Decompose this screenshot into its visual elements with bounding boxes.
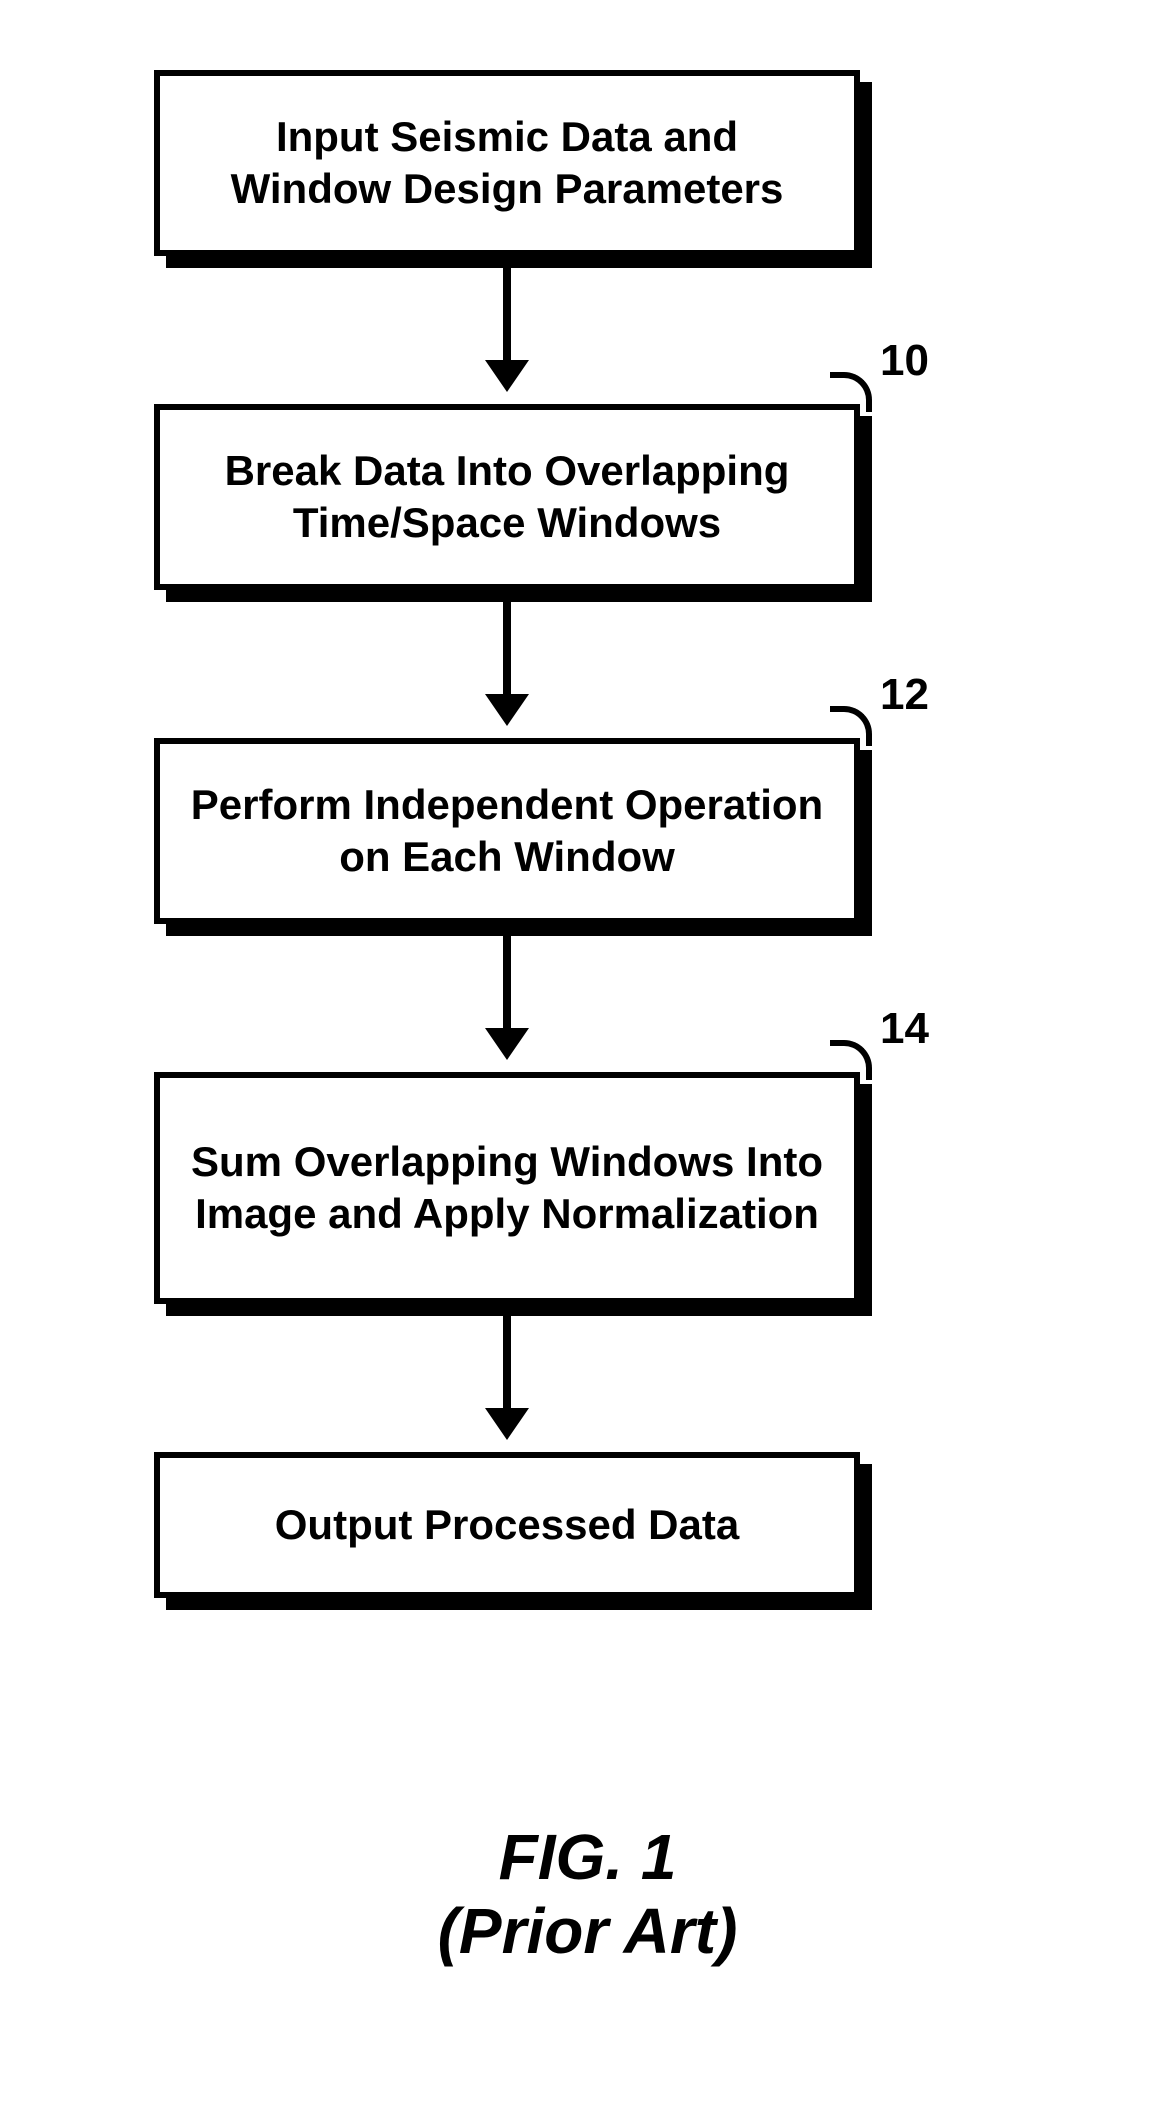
ref-hook bbox=[830, 1040, 872, 1080]
flowchart-arrow bbox=[485, 1316, 529, 1440]
ref-label: 10 bbox=[880, 336, 929, 386]
flowchart-arrow bbox=[485, 268, 529, 392]
ref-label-text: 12 bbox=[880, 670, 929, 719]
flowchart-node: Sum Overlapping Windows Into Image and A… bbox=[154, 1072, 860, 1304]
ref-label-text: 10 bbox=[880, 336, 929, 385]
node-text: Input Seismic Data and Window Design Par… bbox=[190, 111, 824, 216]
flowchart-node: Break Data Into Overlapping Time/Space W… bbox=[154, 404, 860, 590]
ref-label-text: 14 bbox=[880, 1004, 929, 1053]
flowchart-node: Input Seismic Data and Window Design Par… bbox=[154, 70, 860, 256]
ref-label: 14 bbox=[880, 1004, 929, 1054]
ref-label: 12 bbox=[880, 670, 929, 720]
flowchart-arrow bbox=[485, 936, 529, 1060]
node-text: Output Processed Data bbox=[275, 1499, 739, 1552]
ref-hook bbox=[830, 706, 872, 746]
ref-hook bbox=[830, 372, 872, 412]
node-text: Sum Overlapping Windows Into Image and A… bbox=[190, 1136, 824, 1241]
flowchart-canvas: Input Seismic Data and Window Design Par… bbox=[0, 0, 1175, 2108]
caption-line-2: (Prior Art) bbox=[0, 1894, 1175, 1968]
flowchart-arrow bbox=[485, 602, 529, 726]
flowchart-node: Perform Independent Operation on Each Wi… bbox=[154, 738, 860, 924]
node-text: Break Data Into Overlapping Time/Space W… bbox=[190, 445, 824, 550]
figure-caption: FIG. 1 (Prior Art) bbox=[0, 1820, 1175, 1968]
caption-line-1: FIG. 1 bbox=[0, 1820, 1175, 1894]
flowchart-node: Output Processed Data bbox=[154, 1452, 860, 1598]
node-text: Perform Independent Operation on Each Wi… bbox=[190, 779, 824, 884]
